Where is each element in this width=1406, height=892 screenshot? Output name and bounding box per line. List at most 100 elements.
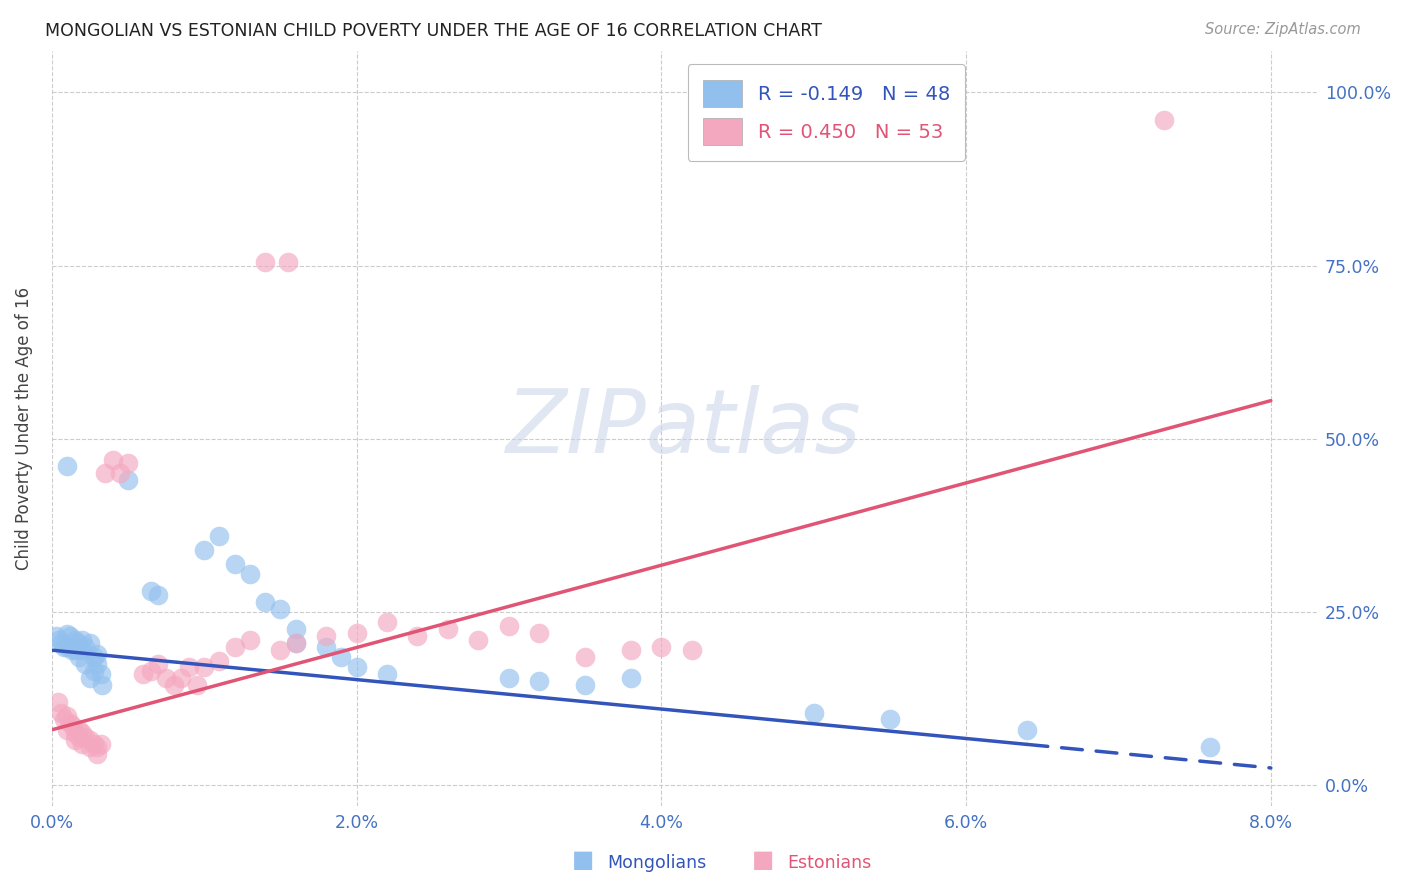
Point [89, 667, 111, 681]
Point [83, 664, 105, 678]
Point [284, 636, 307, 650]
Point [79, 636, 101, 650]
Point [70, 726, 93, 740]
Point [63, 643, 86, 657]
Point [75, 657, 97, 671]
Point [406, 629, 429, 643]
Point [86, 647, 108, 661]
Point [117, 456, 139, 470]
Point [879, 713, 901, 727]
Point [375, 615, 398, 630]
Point [51, 636, 73, 650]
Point [284, 623, 307, 637]
Point [101, 452, 124, 467]
Point [269, 601, 291, 615]
Point [239, 632, 262, 647]
Point [650, 640, 672, 654]
Point [56, 723, 79, 737]
Point [277, 255, 299, 269]
Point [224, 557, 246, 571]
Point [498, 619, 520, 633]
Point [437, 623, 460, 637]
Point [315, 629, 337, 643]
Point [132, 667, 155, 681]
Point [284, 636, 307, 650]
Point [83, 650, 105, 665]
Point [681, 643, 703, 657]
Point [86, 747, 108, 761]
Point [139, 664, 162, 678]
Point [59, 715, 82, 730]
Point [56, 640, 79, 654]
Point [1015, 723, 1038, 737]
Text: ■: ■ [572, 848, 595, 872]
Point [89, 737, 111, 751]
Point [59, 629, 82, 643]
Point [254, 255, 277, 269]
Point [94, 467, 117, 481]
Text: Source: ZipAtlas.com: Source: ZipAtlas.com [1205, 22, 1361, 37]
Point [803, 706, 825, 720]
Point [529, 674, 551, 689]
Point [269, 643, 291, 657]
Point [83, 737, 105, 751]
Text: MONGOLIAN VS ESTONIAN CHILD POVERTY UNDER THE AGE OF 16 CORRELATION CHART: MONGOLIAN VS ESTONIAN CHILD POVERTY UNDE… [45, 22, 823, 40]
Point [86, 657, 108, 671]
Point [139, 584, 162, 599]
Text: ■: ■ [752, 848, 775, 872]
Legend: R = -0.149   N = 48, R = 0.450   N = 53: R = -0.149 N = 48, R = 0.450 N = 53 [688, 64, 966, 161]
Point [315, 640, 337, 654]
Point [117, 474, 139, 488]
Point [79, 740, 101, 755]
Point [63, 632, 86, 647]
Point [52, 640, 75, 654]
Point [56, 459, 79, 474]
Point [346, 625, 368, 640]
Point [163, 678, 186, 692]
Text: ZIPatlas: ZIPatlas [506, 385, 862, 471]
Point [52, 713, 75, 727]
Point [70, 632, 93, 647]
Point [45, 629, 67, 643]
Point [346, 660, 368, 674]
Point [155, 671, 177, 685]
Point [193, 660, 215, 674]
Point [208, 654, 231, 668]
Point [67, 723, 90, 737]
Point [224, 640, 246, 654]
Point [574, 678, 596, 692]
Point [1153, 113, 1175, 128]
Point [170, 671, 193, 685]
Point [620, 671, 643, 685]
Point [56, 627, 79, 641]
Point [375, 667, 398, 681]
Point [86, 740, 108, 755]
Point [62, 719, 84, 733]
Point [63, 726, 86, 740]
Point [208, 529, 231, 543]
Point [467, 632, 489, 647]
Point [66, 636, 89, 650]
Point [63, 733, 86, 747]
Point [254, 594, 277, 608]
Point [1199, 740, 1222, 755]
Point [67, 730, 90, 744]
Point [620, 643, 643, 657]
Point [60, 643, 83, 657]
Point [498, 671, 520, 685]
Point [75, 730, 97, 744]
Point [193, 542, 215, 557]
Point [49, 706, 72, 720]
Point [239, 566, 262, 581]
Y-axis label: Child Poverty Under the Age of 16: Child Poverty Under the Age of 16 [15, 287, 32, 570]
Text: Estonians: Estonians [787, 855, 872, 872]
Point [148, 588, 170, 602]
Point [56, 709, 79, 723]
Point [330, 650, 353, 665]
Point [67, 650, 90, 665]
Point [48, 632, 70, 647]
Text: Mongolians: Mongolians [607, 855, 707, 872]
Point [79, 733, 101, 747]
Point [574, 650, 596, 665]
Point [46, 695, 69, 709]
